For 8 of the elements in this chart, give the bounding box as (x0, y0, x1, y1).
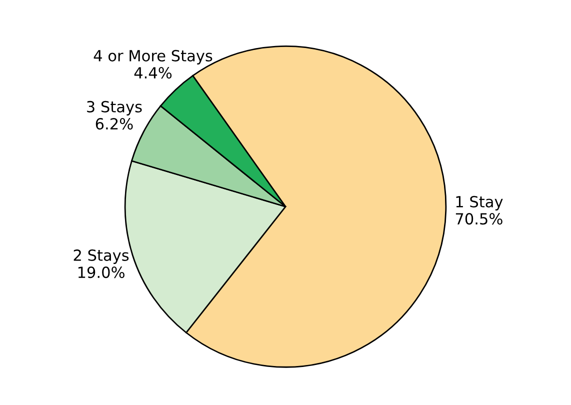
data-label: 6.2% (96, 118, 133, 130)
data-label: 70.5% (456, 213, 502, 225)
data-label: 19.0% (78, 266, 124, 278)
slice-label: 3 Stays (87, 100, 142, 116)
slice-label: 1 Stay (456, 196, 503, 210)
slice-label: 4 or More Stays (94, 50, 212, 64)
slice-label: 2 Stays (74, 249, 129, 264)
data-label: 4.4% (134, 67, 172, 79)
